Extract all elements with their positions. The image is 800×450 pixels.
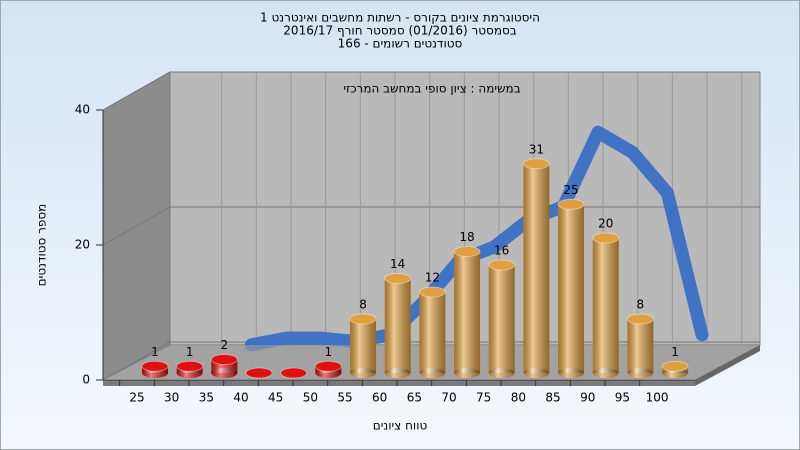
bar-shine [419, 368, 446, 378]
floor-edge [103, 380, 695, 386]
bar-cap [141, 360, 169, 372]
y-axis-title: מספר סטודנטים [35, 204, 49, 287]
bar-cap [384, 273, 412, 284]
data-label: 18 [459, 230, 474, 244]
x-tick-label: 90 [580, 391, 595, 405]
x-tick-label: 65 [407, 391, 422, 405]
x-tick-label: 95 [615, 391, 630, 405]
bar-cap [210, 354, 238, 365]
bar-shine [211, 368, 238, 378]
bar-shine [488, 368, 515, 378]
y-tick-label: 40 [75, 103, 90, 117]
x-tick-label: 45 [268, 391, 283, 405]
chart-title: בסמסטר (01/2016) סמסטר חורף 2016/17 [283, 24, 516, 38]
bar-cap [280, 367, 308, 379]
x-tick-label: 35 [199, 391, 214, 405]
data-label: 20 [598, 217, 613, 231]
x-tick-label: 70 [441, 391, 456, 405]
x-tick-label: 85 [545, 391, 560, 405]
data-label: 14 [390, 257, 405, 271]
data-label: 1 [151, 345, 159, 359]
chart-title: היסטוגרמת ציונים בקורס - רשתות מחשבים וא… [260, 11, 540, 25]
bar-cap [661, 360, 689, 372]
bar-shine [523, 368, 550, 378]
data-label: 25 [563, 183, 578, 197]
bar-shine [454, 368, 481, 378]
data-label: 1 [325, 345, 333, 359]
x-tick-label: 30 [164, 391, 179, 405]
bar-cap [349, 313, 377, 325]
bar-shine [384, 278, 411, 373]
bar-shine [592, 238, 619, 373]
bar-cap [592, 232, 620, 244]
y-tick-label: 20 [75, 238, 90, 252]
bar-cap [557, 198, 585, 210]
floor-side [695, 345, 760, 386]
x-tick-label: 25 [129, 391, 144, 405]
bar-cap [453, 246, 481, 257]
bar-shine [488, 265, 515, 373]
bar-cap [176, 360, 204, 372]
bar-shine [627, 368, 654, 378]
data-label: 8 [637, 298, 645, 312]
x-axis-title: טווח ציונים [373, 419, 428, 433]
bar-cap [418, 286, 446, 298]
plot: 0 20 40 25 30 35 40 45 50 55 60 65 70 75 80 85 90 95 100 1 1… [75, 71, 760, 405]
x-tick-label: 60 [372, 391, 387, 405]
data-label: 16 [494, 244, 509, 258]
bar-shine [350, 368, 377, 378]
x-tick-label: 55 [337, 391, 352, 405]
bar-cap [488, 259, 516, 271]
bar-cap [522, 158, 550, 170]
data-label: 8 [359, 298, 367, 312]
bar-shine [523, 163, 550, 373]
bar-cap [626, 313, 654, 325]
bar-shine [558, 204, 585, 373]
grid-line [102, 71, 760, 111]
bar-shine [558, 368, 585, 378]
chart-title: סטודנטים רשומים - 166 [338, 37, 463, 51]
bar-shine [419, 292, 446, 373]
data-label: 12 [425, 271, 440, 285]
x-tick-label: 50 [303, 391, 318, 405]
x-tick-label: 40 [233, 391, 248, 405]
data-label: 1 [671, 345, 679, 359]
bar-shine [592, 368, 619, 378]
bar-shine [627, 319, 654, 373]
data-label: 31 [529, 142, 544, 156]
data-label: 1 [186, 345, 194, 359]
bar-shine [350, 319, 377, 373]
bar-shine [454, 251, 481, 373]
data-label: 2 [221, 338, 229, 352]
x-tick-label: 80 [511, 391, 526, 405]
x-tick-label: 75 [476, 391, 491, 405]
y-tick-label: 0 [82, 373, 90, 387]
bar-shine [384, 368, 411, 378]
bar-cap [245, 367, 273, 379]
bar-cap [314, 360, 342, 372]
annotation: במשימה : ציון סופי במחשב המרכזי [343, 82, 520, 96]
x-tick-label: 100 [646, 391, 669, 405]
